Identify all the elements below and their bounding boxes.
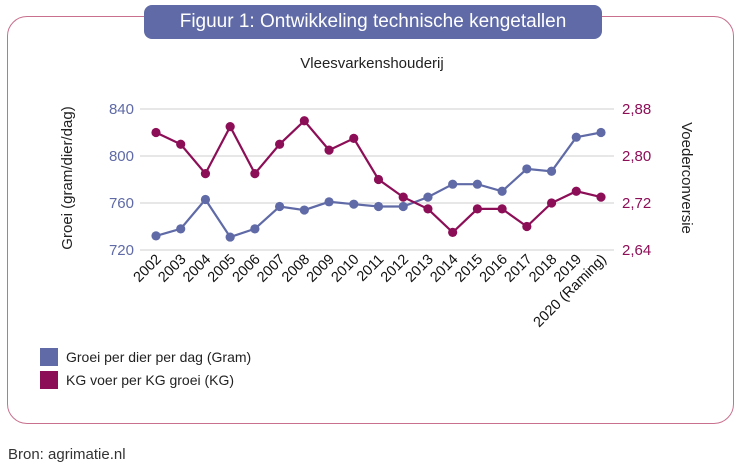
- x-tick-label: 2017: [502, 252, 536, 286]
- series-line-1: [155, 131, 602, 239]
- series-1-point: [472, 179, 482, 189]
- series-1-point: [299, 205, 309, 215]
- series-2-point: [398, 192, 408, 202]
- x-tick-label: 2016: [477, 252, 511, 286]
- series-1-point: [200, 194, 211, 205]
- figure-title: Figuur 1: Ontwikkeling technische kenget…: [144, 5, 602, 39]
- legend-label: Groei per dier per dag (Gram): [66, 349, 251, 365]
- x-tick-label: 2006: [230, 252, 264, 286]
- x-tick-label: 2005: [205, 252, 239, 286]
- series-2-point: [497, 204, 507, 214]
- series-2-point: [546, 198, 557, 208]
- series-1-point: [398, 201, 408, 212]
- series-1-point: [596, 127, 606, 138]
- series-1-point: [448, 179, 458, 189]
- y-tick-left: 840: [109, 101, 134, 118]
- series-2-point: [200, 169, 211, 179]
- series-1-point: [571, 132, 581, 142]
- series-2-point: [250, 169, 260, 179]
- x-tick-label: 2012: [378, 252, 412, 286]
- x-tick-label: 2015: [452, 252, 486, 286]
- series-1-point: [151, 231, 161, 241]
- series-2-point: [151, 127, 161, 138]
- y-axis-right-title: Voederconversie: [678, 122, 695, 234]
- series-2-point: [448, 227, 458, 237]
- series-2-point: [596, 192, 606, 202]
- series-2-point: [299, 116, 309, 126]
- x-tick-label: 2009: [304, 252, 338, 286]
- x-tick-label: 2018: [526, 252, 560, 286]
- source-note: Bron: agrimatie.nl: [8, 446, 126, 463]
- y-tick-right: 2,80: [622, 148, 651, 165]
- series-1-point: [497, 186, 507, 196]
- series-2-point: [571, 186, 581, 196]
- legend-swatch: [40, 371, 58, 389]
- series-2-point: [176, 139, 186, 149]
- series-1-point: [275, 201, 285, 212]
- legend-swatch: [40, 348, 58, 366]
- series-1-point: [324, 197, 334, 207]
- x-tick-label: 2007: [254, 252, 288, 286]
- y-axis-left-title: Groei (gram/dier/dag): [59, 106, 76, 249]
- y-tick-left: 800: [109, 148, 134, 165]
- y-tick-right: 2,88: [622, 101, 651, 118]
- series-2-point: [324, 145, 334, 155]
- series-1-point: [522, 164, 532, 174]
- series-2-point: [275, 139, 285, 149]
- y-tick-right: 2,64: [622, 242, 651, 259]
- x-tick-label: 2010: [328, 252, 362, 286]
- legend-label: KG voer per KG groei (KG): [66, 372, 234, 388]
- x-tick-label: 2002: [131, 252, 165, 286]
- series-1-point: [225, 232, 235, 242]
- x-tick-label: 2003: [155, 252, 189, 286]
- series-1-point: [176, 224, 186, 234]
- series-1-point: [373, 201, 384, 212]
- y-tick-left: 760: [109, 195, 134, 212]
- x-tick-label: 2014: [427, 252, 461, 286]
- x-tick-label: 2008: [279, 252, 313, 286]
- series-1-point: [423, 192, 433, 202]
- series-2-point: [225, 122, 235, 132]
- series-2-point: [472, 204, 482, 214]
- series-1-point: [250, 224, 260, 234]
- series-2-point: [522, 221, 532, 232]
- series-2-point: [373, 174, 384, 185]
- series-1-point: [349, 199, 359, 209]
- series-2-point: [349, 133, 359, 143]
- x-tick-label: 2004: [180, 252, 214, 286]
- chart-subtitle: Vleesvarkenshouderij: [300, 55, 443, 72]
- y-tick-left: 720: [109, 242, 134, 259]
- y-tick-right: 2,72: [622, 195, 651, 212]
- series-1-point: [546, 166, 557, 176]
- series-2-point: [423, 204, 433, 214]
- x-tick-label: 2013: [403, 252, 437, 286]
